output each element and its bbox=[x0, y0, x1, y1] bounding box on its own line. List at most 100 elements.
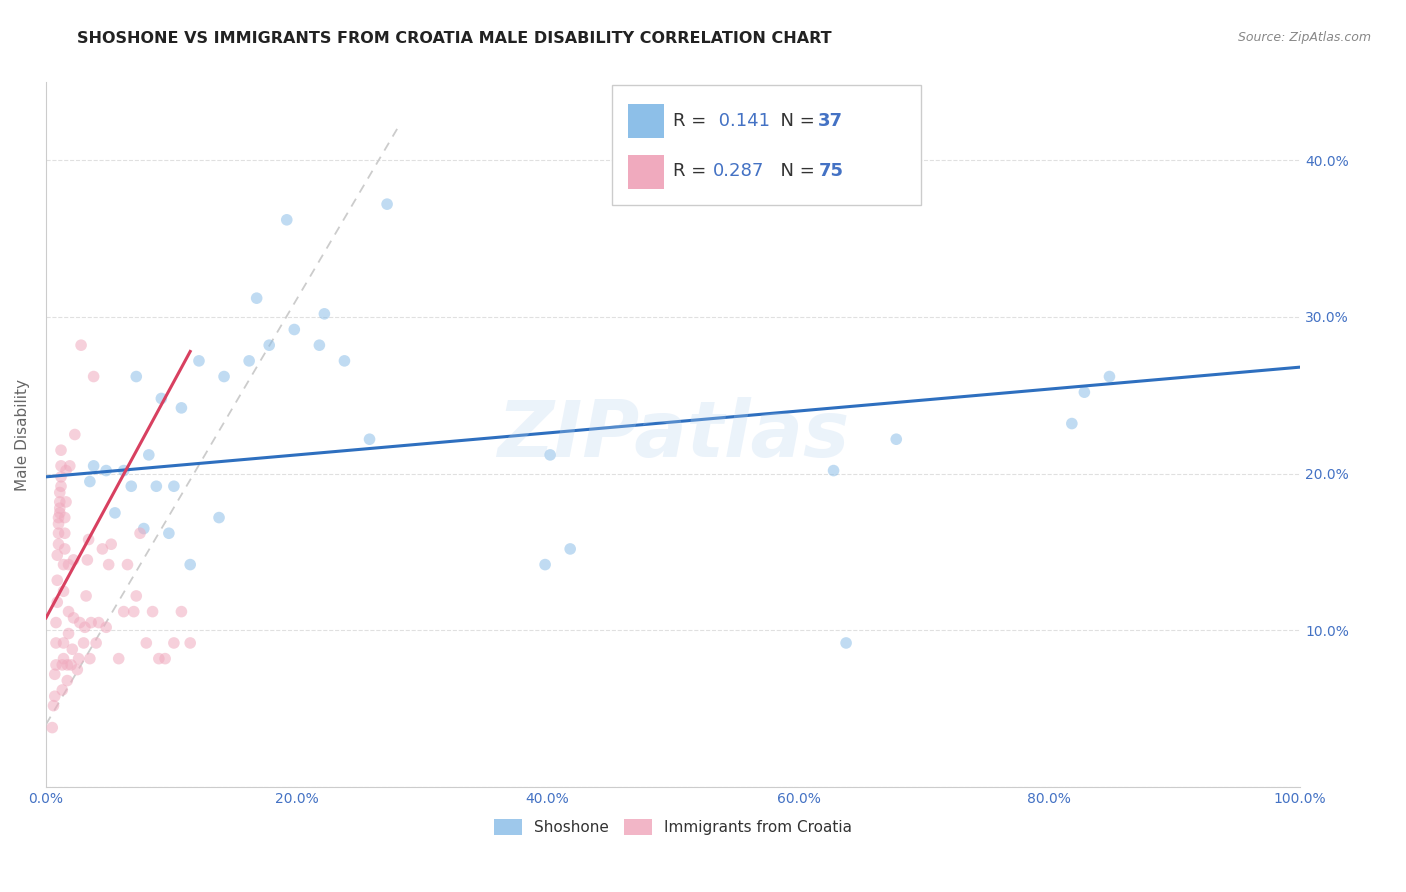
Point bbox=[53, 541, 76, 556]
Point bbox=[62, 553, 84, 567]
Point bbox=[97, 558, 120, 572]
Point bbox=[212, 369, 235, 384]
Point bbox=[55, 495, 77, 509]
Point bbox=[257, 338, 280, 352]
Point bbox=[157, 526, 180, 541]
Point bbox=[142, 605, 165, 619]
Point bbox=[80, 615, 103, 630]
Point bbox=[79, 475, 101, 489]
Point bbox=[41, 721, 63, 735]
Point bbox=[100, 537, 122, 551]
Point bbox=[276, 212, 298, 227]
Point bbox=[135, 636, 157, 650]
Point bbox=[49, 443, 72, 458]
Point bbox=[132, 522, 155, 536]
Point bbox=[179, 636, 201, 650]
Point bbox=[60, 657, 83, 672]
Point bbox=[52, 651, 75, 665]
Point bbox=[96, 464, 118, 478]
Point bbox=[163, 636, 186, 650]
Point bbox=[56, 657, 79, 672]
Point bbox=[129, 526, 152, 541]
Point bbox=[49, 470, 72, 484]
Point bbox=[145, 479, 167, 493]
Point bbox=[884, 432, 907, 446]
Point bbox=[42, 698, 65, 713]
Point bbox=[83, 369, 105, 384]
Text: ZIPatlas: ZIPatlas bbox=[496, 397, 849, 473]
Point bbox=[46, 595, 69, 609]
Point bbox=[67, 651, 90, 665]
Point bbox=[76, 553, 98, 567]
Text: N =: N = bbox=[769, 162, 821, 180]
Point bbox=[49, 501, 72, 516]
Point bbox=[77, 533, 100, 547]
Point bbox=[333, 354, 356, 368]
Point bbox=[52, 636, 75, 650]
Point bbox=[125, 369, 148, 384]
Point bbox=[58, 626, 80, 640]
Point bbox=[153, 651, 176, 665]
Text: 0.141: 0.141 bbox=[713, 112, 770, 130]
Point bbox=[48, 526, 70, 541]
Point bbox=[79, 651, 101, 665]
Y-axis label: Male Disability: Male Disability bbox=[15, 378, 30, 491]
Point bbox=[104, 506, 127, 520]
Point bbox=[45, 615, 67, 630]
Point bbox=[112, 605, 135, 619]
Point bbox=[1060, 417, 1083, 431]
Point bbox=[48, 537, 70, 551]
Text: Source: ZipAtlas.com: Source: ZipAtlas.com bbox=[1237, 31, 1371, 45]
Text: R =: R = bbox=[673, 112, 713, 130]
Point bbox=[46, 574, 69, 588]
Point bbox=[91, 541, 114, 556]
Point bbox=[53, 510, 76, 524]
Point bbox=[283, 322, 305, 336]
Point bbox=[56, 673, 79, 688]
Point bbox=[112, 464, 135, 478]
Point bbox=[62, 611, 84, 625]
Point bbox=[150, 392, 173, 406]
Text: R =: R = bbox=[673, 162, 713, 180]
Point bbox=[49, 485, 72, 500]
Point bbox=[208, 510, 231, 524]
Point bbox=[55, 464, 77, 478]
Point bbox=[63, 427, 86, 442]
Point bbox=[44, 667, 66, 681]
Point bbox=[107, 651, 129, 665]
Text: N =: N = bbox=[769, 112, 821, 130]
Point bbox=[163, 479, 186, 493]
Point bbox=[48, 516, 70, 531]
Legend: Shoshone, Immigrants from Croatia: Shoshone, Immigrants from Croatia bbox=[486, 812, 859, 843]
Point bbox=[45, 636, 67, 650]
Point bbox=[188, 354, 211, 368]
Point bbox=[122, 605, 145, 619]
Point bbox=[1073, 385, 1095, 400]
Point bbox=[53, 526, 76, 541]
Point bbox=[835, 636, 858, 650]
Point bbox=[59, 458, 82, 473]
Text: 75: 75 bbox=[818, 162, 844, 180]
Point bbox=[52, 558, 75, 572]
Point bbox=[73, 620, 96, 634]
Point bbox=[70, 338, 93, 352]
Point bbox=[96, 620, 118, 634]
Point bbox=[52, 584, 75, 599]
Point bbox=[51, 683, 73, 698]
Point bbox=[308, 338, 330, 352]
Point bbox=[46, 548, 69, 562]
Point bbox=[246, 291, 269, 305]
Point bbox=[45, 657, 67, 672]
Point bbox=[44, 690, 66, 704]
Point bbox=[375, 197, 398, 211]
Point bbox=[49, 458, 72, 473]
Point bbox=[170, 605, 193, 619]
Point bbox=[48, 510, 70, 524]
Point bbox=[823, 464, 845, 478]
Point bbox=[83, 458, 105, 473]
Point bbox=[314, 307, 336, 321]
Point bbox=[49, 506, 72, 520]
Point bbox=[84, 636, 107, 650]
Point bbox=[560, 541, 582, 556]
Point bbox=[60, 642, 83, 657]
